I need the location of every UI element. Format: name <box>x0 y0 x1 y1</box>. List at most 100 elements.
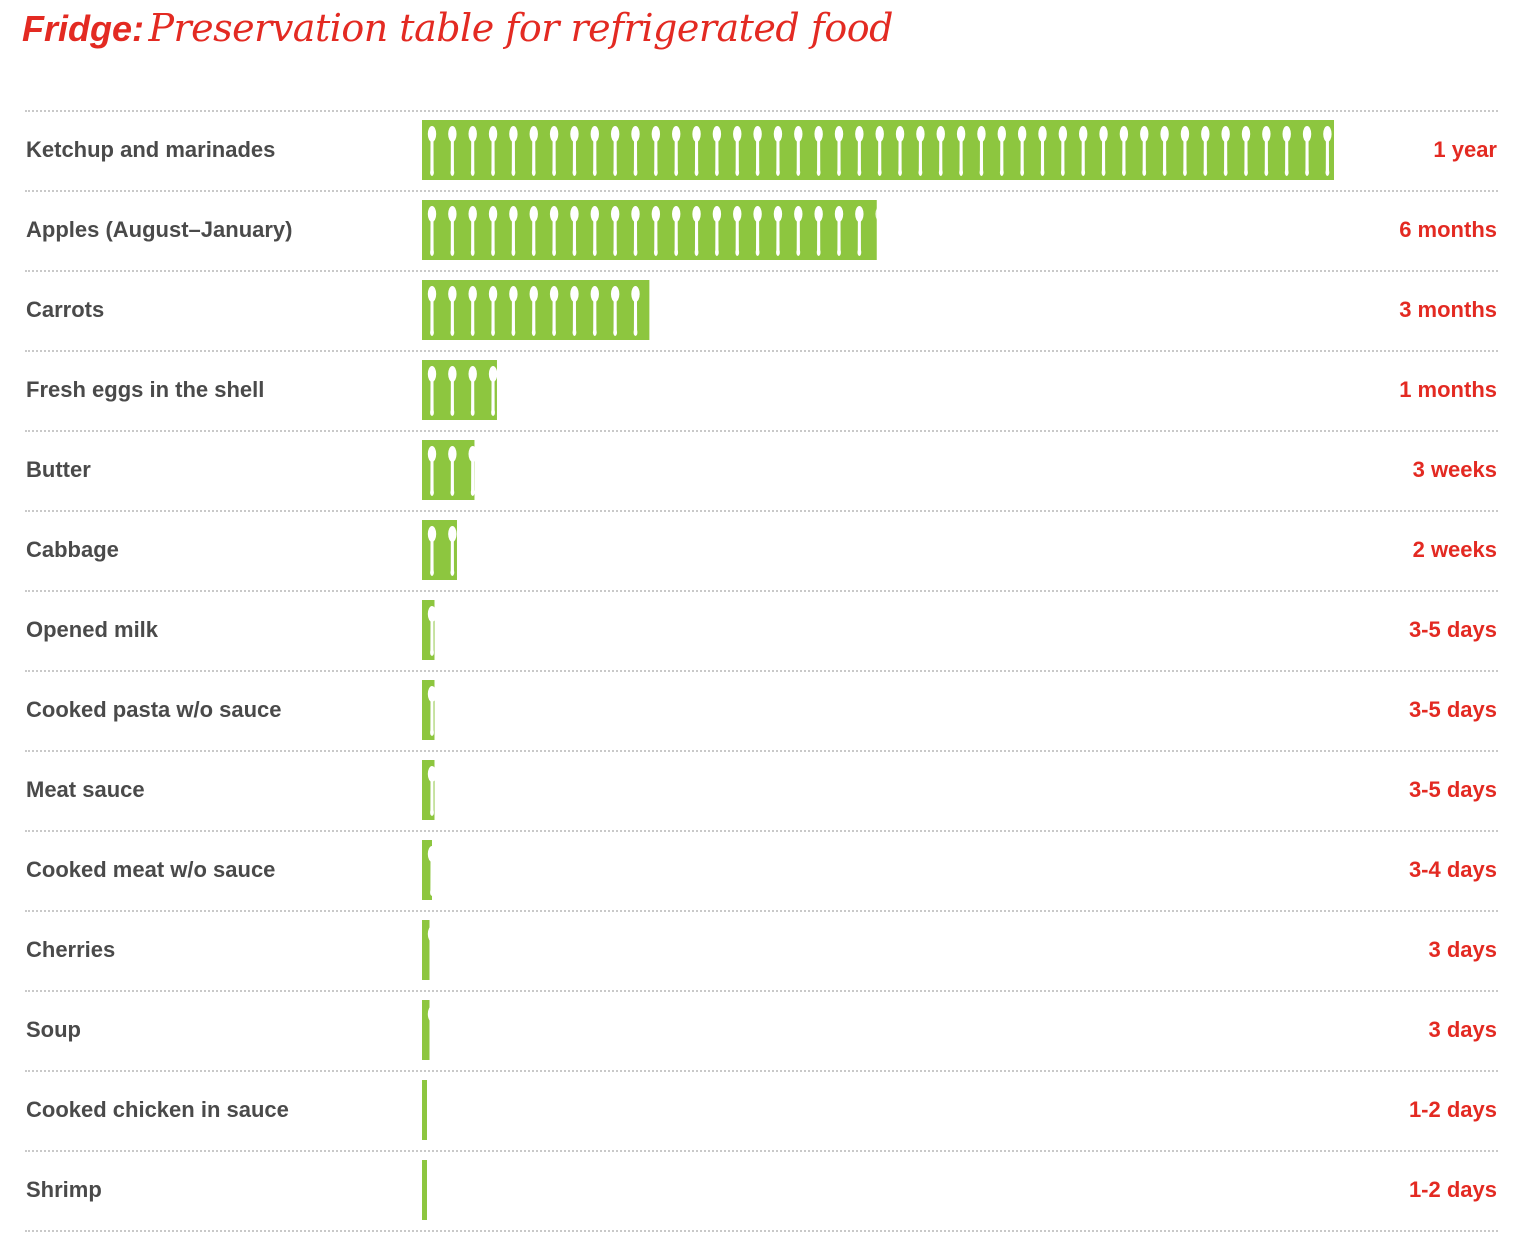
bar <box>422 520 457 580</box>
spoon-icon <box>814 206 823 256</box>
row-value: 3-5 days <box>1408 697 1497 722</box>
bar-fill <box>422 1000 430 1060</box>
spoon-icon <box>427 126 437 176</box>
row-divider <box>25 270 1498 272</box>
bar-fill <box>422 840 432 900</box>
spoon-icon <box>733 206 742 256</box>
spoon-icon <box>1282 126 1291 176</box>
row-label: Cooked pasta w/o sauce <box>26 697 282 722</box>
row-value: 3-4 days <box>1408 857 1497 882</box>
row-divider <box>25 990 1498 992</box>
spoon-icon-row <box>427 126 1352 176</box>
row-divider <box>25 350 1498 352</box>
spoon-icon <box>712 206 722 256</box>
spoon-icon <box>448 366 457 416</box>
spoon-icon <box>1017 126 1027 176</box>
row-value: 1-2 days <box>1408 1177 1497 1202</box>
spoon-icon <box>448 286 457 336</box>
spoon-icon <box>529 206 538 256</box>
row-divider <box>25 910 1498 912</box>
spoon-icon <box>570 286 579 336</box>
spoon-icon <box>488 366 497 416</box>
spoon-icon <box>427 446 437 496</box>
spoon-icon <box>427 686 435 736</box>
spoon-icon <box>672 126 681 176</box>
spoon-icon <box>427 286 437 336</box>
row-divider <box>25 1070 1498 1072</box>
spoon-icon <box>448 1006 456 1056</box>
spoon-icon <box>549 126 559 176</box>
spoon-icon <box>651 126 661 176</box>
spoon-icon <box>488 206 498 256</box>
row-value: 3 days <box>1428 937 1498 962</box>
spoon-icon <box>896 206 904 256</box>
spoon-icon <box>977 126 986 176</box>
bar <box>422 840 432 900</box>
spoon-icon <box>427 927 430 941</box>
row-label: Soup <box>26 1017 81 1042</box>
spoon-icon <box>427 366 437 416</box>
spoon-icon <box>631 206 640 256</box>
row-label: Fresh eggs in the shell <box>26 377 265 402</box>
spoon-icon-row <box>427 846 432 896</box>
spoon-icon <box>549 206 559 256</box>
spoon-icon <box>1241 126 1251 176</box>
spoon-icon <box>509 286 518 336</box>
page-title: Fridge: Preservation table for refrigera… <box>22 6 893 66</box>
row-divider <box>25 1230 1498 1232</box>
row-divider <box>25 590 1498 592</box>
spoon-icon <box>1323 126 1332 176</box>
row-label: Butter <box>26 457 91 482</box>
spoon-icon <box>956 126 966 176</box>
row-value: 3 days <box>1428 1017 1498 1042</box>
spoon-icon <box>794 206 803 256</box>
bar <box>422 920 430 980</box>
row-divider <box>25 430 1498 432</box>
spoon-icon <box>855 126 864 176</box>
spoon-icon <box>428 1166 436 1216</box>
spoon-icon <box>652 286 660 336</box>
spoon-icon <box>814 126 823 176</box>
spoon-icon-row <box>427 1006 456 1056</box>
spoon-icon <box>570 126 579 176</box>
spoon-icon <box>1099 126 1108 176</box>
row-label: Cooked meat w/o sauce <box>26 857 276 882</box>
spoon-icon <box>468 206 477 256</box>
spoon-icon <box>733 126 742 176</box>
spoon-icon <box>834 206 844 256</box>
row-divider <box>25 750 1498 752</box>
row-divider <box>25 510 1498 512</box>
spoon-icon <box>427 766 435 816</box>
spoon-icon-row <box>427 927 430 941</box>
spoon-icon <box>448 1086 456 1136</box>
spoon-icon <box>753 206 762 256</box>
spoon-icon <box>1344 126 1352 176</box>
row-label: Meat sauce <box>26 777 145 802</box>
row-label: Opened milk <box>26 617 159 642</box>
spoon-icon <box>631 126 640 176</box>
spoon-icon <box>590 206 599 256</box>
spoon-icon <box>427 1007 430 1021</box>
row-value: 3-5 days <box>1408 777 1497 802</box>
spoon-icon-row <box>427 206 904 256</box>
spoon-icon <box>590 126 599 176</box>
spoon-icon <box>468 286 477 336</box>
spoon-icon <box>570 206 579 256</box>
row-value: 3-5 days <box>1408 617 1497 642</box>
spoon-icon <box>997 126 1006 176</box>
spoon-icon <box>509 126 518 176</box>
spoon-icon <box>468 126 477 176</box>
spoon-icon <box>875 208 877 220</box>
spoon-icon-row <box>427 606 435 656</box>
spoon-icon <box>712 126 722 176</box>
row-label: Carrots <box>26 297 105 322</box>
spoon-icon <box>1140 126 1149 176</box>
bar-fill <box>422 1160 427 1220</box>
row-value: 3 months <box>1399 297 1497 322</box>
spoon-icon <box>488 286 498 336</box>
row-label: Apples (August–January) <box>26 217 293 242</box>
spoon-icon-row <box>427 366 497 416</box>
spoon-icon <box>448 126 457 176</box>
spoon-icon <box>1201 126 1210 176</box>
spoon-icon <box>427 846 432 896</box>
